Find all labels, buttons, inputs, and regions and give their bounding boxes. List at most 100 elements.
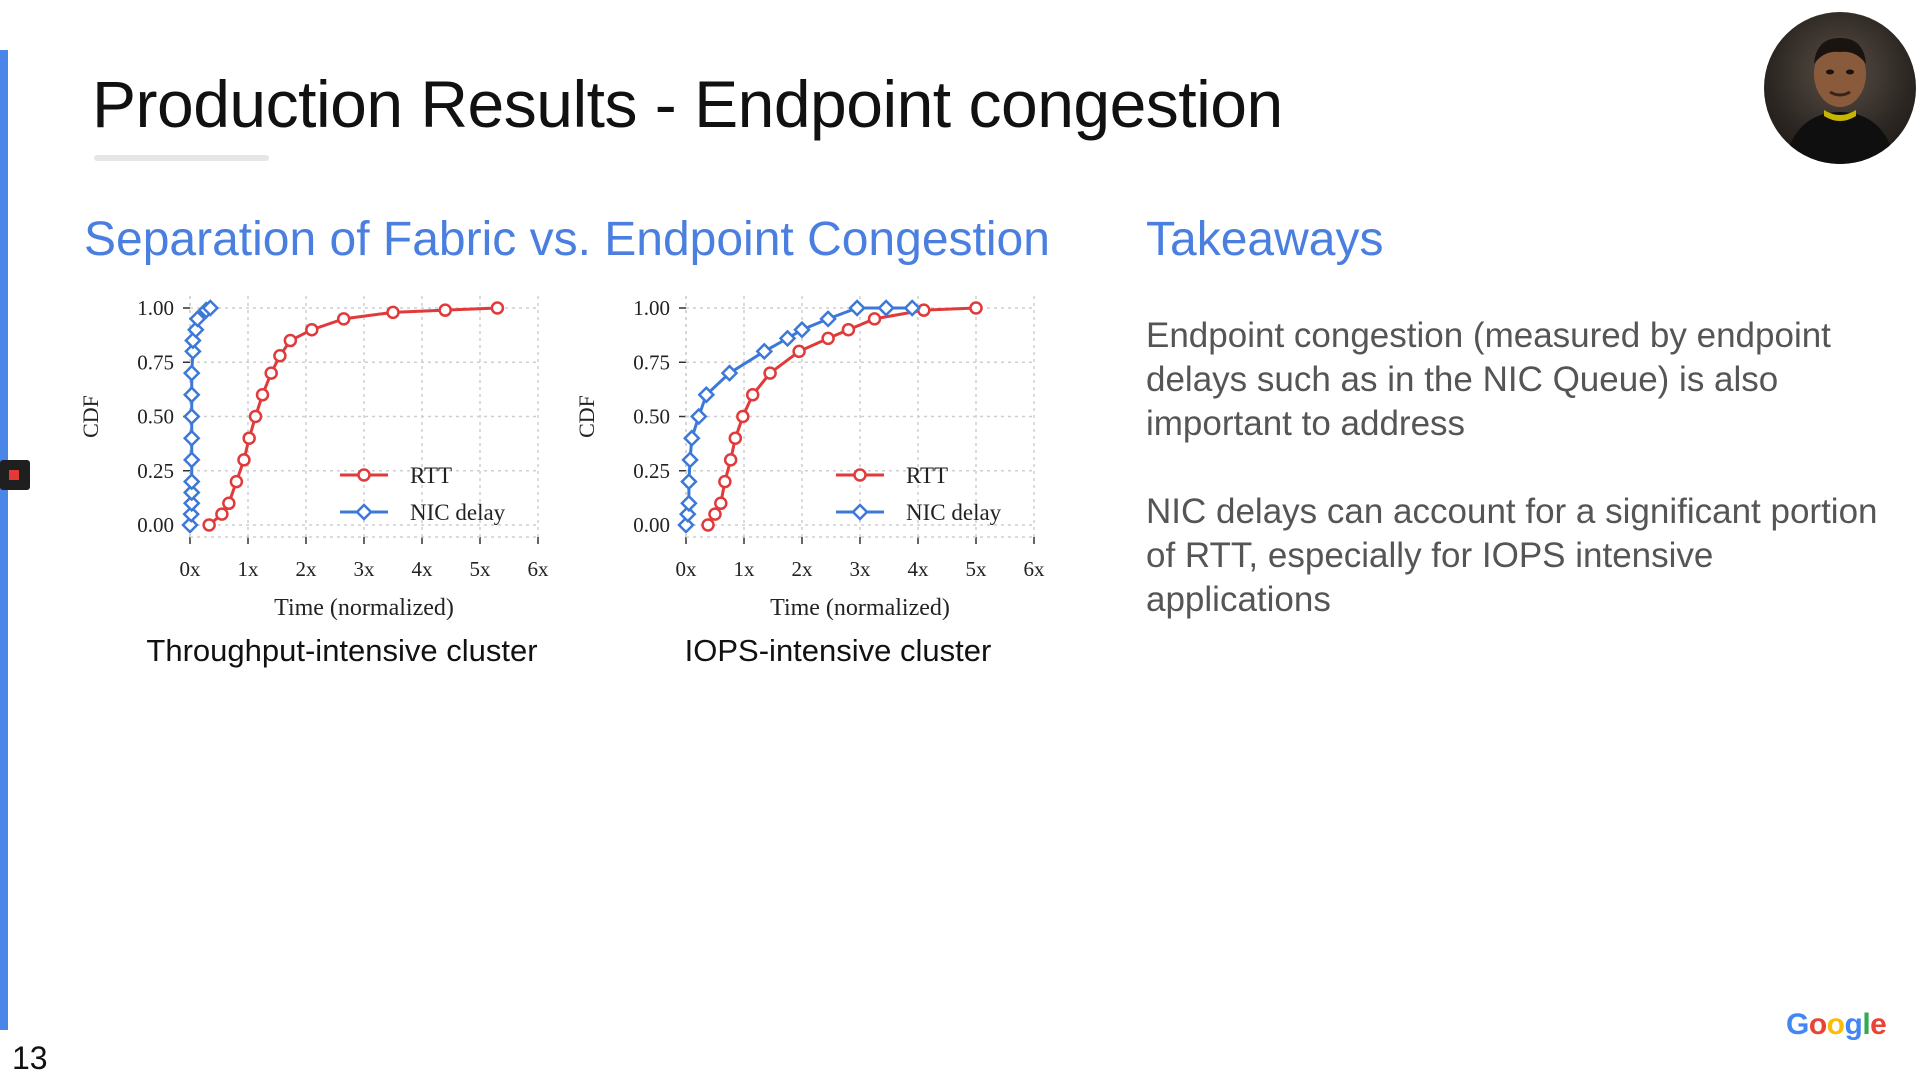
data-point [745,388,760,402]
y-tick-label: 0.75 [633,350,670,374]
data-point [763,366,777,380]
x-tick-label: 6x [1024,557,1046,581]
slide-title: Production Results - Endpoint congestion [92,67,1283,141]
legend-label: NIC delay [906,500,1002,525]
data-point [778,329,797,348]
data-point [490,301,505,315]
data-point [182,386,201,404]
data-point [187,320,205,339]
logo-letter: o [1808,1008,1827,1041]
iops-chart-caption: IOPS-intensive cluster [684,633,992,668]
x-tick-label: 0x [180,557,202,581]
data-point [903,299,921,317]
y-tick-label: 0.00 [633,513,670,537]
x-tick-label: 2x [792,557,814,581]
data-point [283,333,298,348]
x-axis-label: Time (normalized) [770,595,950,621]
data-point [182,429,201,447]
data-point [677,516,695,534]
x-tick-label: 5x [470,557,492,581]
data-point [182,407,201,426]
data-point [229,474,244,489]
data-point [680,494,698,513]
y-tick-label: 0.50 [633,405,670,429]
data-point [755,342,774,361]
x-tick-label: 3x [850,557,872,581]
data-point [182,364,201,382]
data-point [720,364,739,382]
x-tick-label: 4x [908,557,930,581]
x-tick-label: 6x [528,557,550,581]
data-point [697,386,716,404]
series-line [684,306,913,526]
legend-label: RTT [410,463,452,488]
data-point [877,299,895,317]
takeaway-text: Endpoint congestion (measured by endpoin… [1146,316,1831,443]
data-point [718,474,732,489]
data-point [728,431,743,445]
data-point [248,409,263,424]
data-point [202,518,216,532]
takeaways-heading: Takeaways [1146,213,1384,266]
y-tick-label: 0.00 [137,513,174,537]
y-tick-label: 0.25 [633,459,670,483]
y-axis-label: CDF [574,395,599,438]
data-point [336,312,351,326]
x-tick-label: 4x [412,557,434,581]
data-point [723,453,738,467]
data-point [821,331,835,346]
series-rtt [202,301,505,532]
data-point [681,451,699,469]
data-point [182,472,201,491]
legend-label: NIC delay [410,500,506,525]
data-point [222,496,236,511]
series-nic-delay [181,299,220,534]
record-icon[interactable] [0,460,30,490]
data-point [917,303,931,317]
google-logo: Google [1786,1008,1887,1042]
legend-marker [357,468,371,482]
data-point [708,507,722,521]
data-point [969,301,983,315]
y-tick-label: 0.50 [137,405,174,429]
charts-heading: Separation of Fabric vs. Endpoint Conges… [84,213,1050,266]
logo-letter: G [1786,1008,1809,1041]
y-tick-label: 1.00 [633,296,670,320]
data-point [182,483,201,502]
data-point [793,320,811,339]
x-tick-label: 1x [734,557,756,581]
data-point [689,407,708,426]
data-point [678,505,697,523]
data-point [184,342,202,361]
takeaway-text: NIC delays can account for a significant… [1146,492,1878,619]
logo-letter: l [1862,1008,1871,1041]
legend-marker [355,503,373,521]
data-point [819,310,837,328]
data-point [255,388,270,402]
title-underline [94,155,269,161]
x-tick-label: 3x [354,557,376,581]
data-point [438,303,452,317]
y-axis-label: CDF [78,395,103,438]
data-point [683,429,701,447]
legend-marker [851,503,869,521]
data-point [237,453,251,467]
throughput-cdf-chart: 0x 1x 2x 3x 4x 5x 6x 0.00 0.25 0.50 0.75 1.00 Time (… [78,296,550,621]
data-point [181,516,199,534]
y-tick-label: 0.25 [137,459,174,483]
data-point [182,505,200,523]
presenter-video-thumbnail[interactable] [1764,12,1916,164]
x-tick-label: 1x [238,557,260,581]
data-point [182,451,201,469]
legend-label: RTT [906,463,948,488]
iops-cdf-chart: 0x 1x 2x 3x 4x 5x 6x 0.00 0.25 0.50 0.75 1.00 Time (… [574,296,1046,621]
data-point [273,348,287,363]
accent-bar [0,50,8,1030]
legend-marker [853,468,867,482]
data-point [701,518,715,532]
data-point [182,494,201,513]
throughput-chart-caption: Throughput-intensive cluster [146,633,538,668]
data-point [242,431,256,445]
record-dot [9,470,19,480]
data-point [201,299,220,317]
